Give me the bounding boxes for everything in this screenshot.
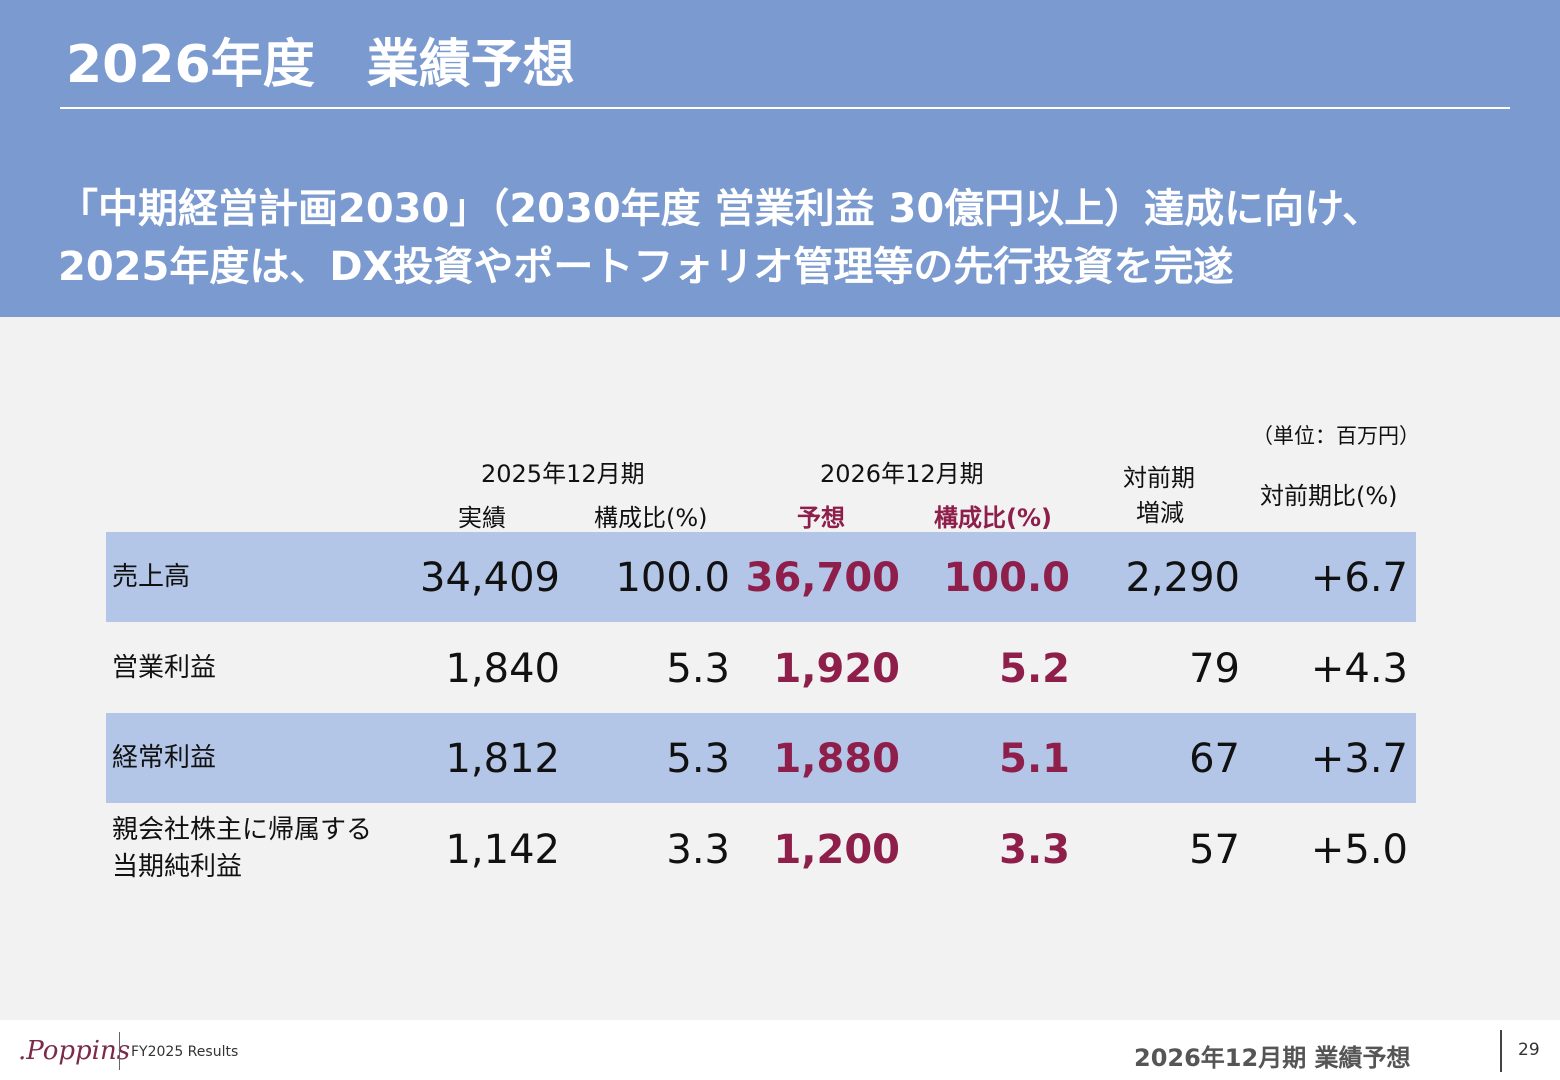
lead-message: 「中期経営計画2030」（2030年度 営業利益 30億円以上）達成に向け、 2… bbox=[58, 180, 1382, 296]
value-change-pct: +3.7 bbox=[1310, 736, 1408, 782]
value-change: 67 bbox=[1189, 736, 1240, 782]
value-ratio-forecast: 5.2 bbox=[999, 646, 1070, 692]
value-change: 57 bbox=[1189, 827, 1240, 873]
col-header-change-line1: 対前期 bbox=[1123, 464, 1195, 492]
col-header-actual: 実績 bbox=[458, 504, 506, 532]
value-forecast: 1,880 bbox=[773, 736, 900, 782]
value-ratio: 5.3 bbox=[666, 646, 730, 692]
value-ratio: 100.0 bbox=[615, 555, 730, 601]
value-change: 79 bbox=[1189, 646, 1240, 692]
title-divider bbox=[60, 107, 1510, 109]
slide-title: 2026年度 業績予想 bbox=[66, 35, 575, 95]
value-ratio: 5.3 bbox=[666, 736, 730, 782]
col-header-forecast: 予想 bbox=[797, 504, 845, 532]
lead-line-2: 2025年度は、DX投資やポートフォリオ管理等の先行投資を完遂 bbox=[58, 244, 1234, 290]
footer-divider bbox=[119, 1032, 120, 1070]
table-row-net-income: 親会社株主に帰属する 当期純利益 1,142 3.3 1,200 3.3 57 … bbox=[106, 804, 1416, 894]
slide-header: 2026年度 業績予想 「中期経営計画2030」（2030年度 営業利益 30億… bbox=[0, 0, 1560, 317]
row-label: 営業利益 bbox=[112, 653, 217, 683]
col-header-change-line2: 増減 bbox=[1136, 499, 1184, 527]
row-label: 売上高 bbox=[112, 562, 191, 592]
col-header-ratio: 構成比(%) bbox=[594, 504, 708, 532]
value-ratio-forecast: 100.0 bbox=[943, 555, 1070, 601]
value-actual: 1,840 bbox=[445, 646, 560, 692]
value-forecast: 36,700 bbox=[745, 555, 900, 601]
period-header-2026: 2026年12月期 bbox=[820, 460, 984, 488]
poppins-logo: .Poppins bbox=[18, 1036, 131, 1066]
unit-note: （単位：百万円） bbox=[1252, 424, 1420, 448]
value-actual: 34,409 bbox=[420, 555, 560, 601]
row-label-line1: 親会社株主に帰属する bbox=[112, 815, 373, 845]
value-ratio-forecast: 5.1 bbox=[999, 736, 1070, 782]
slide-footer: .Poppins FY2025 Results 2026年12月期 業績予想 2… bbox=[0, 1020, 1560, 1080]
footer-section-title: 2026年12月期 業績予想 bbox=[1134, 1044, 1411, 1072]
page-number: 29 bbox=[1518, 1040, 1540, 1060]
value-actual: 1,142 bbox=[445, 827, 560, 873]
row-label-line2: 当期純利益 bbox=[112, 852, 243, 882]
col-header-ratio-forecast: 構成比(%) bbox=[934, 504, 1052, 532]
value-change: 2,290 bbox=[1125, 555, 1240, 601]
value-ratio-forecast: 3.3 bbox=[999, 827, 1070, 873]
value-change-pct: +4.3 bbox=[1310, 646, 1408, 692]
report-label: FY2025 Results bbox=[131, 1044, 239, 1060]
value-change-pct: +6.7 bbox=[1310, 555, 1408, 601]
table-row-ordinary-income: 経常利益 1,812 5.3 1,880 5.1 67 +3.7 bbox=[106, 713, 1416, 803]
value-change-pct: +5.0 bbox=[1310, 827, 1408, 873]
value-forecast: 1,200 bbox=[773, 827, 900, 873]
period-header-2025: 2025年12月期 bbox=[481, 460, 645, 488]
lead-line-1: 「中期経営計画2030」（2030年度 営業利益 30億円以上）達成に向け、 bbox=[58, 186, 1383, 232]
table-row-operating-income: 営業利益 1,840 5.3 1,920 5.2 79 +4.3 bbox=[106, 623, 1416, 713]
row-label: 経常利益 bbox=[112, 743, 217, 773]
value-ratio: 3.3 bbox=[666, 827, 730, 873]
value-forecast: 1,920 bbox=[773, 646, 900, 692]
col-header-change-pct: 対前期比(%) bbox=[1260, 482, 1398, 510]
table-row-sales: 売上高 34,409 100.0 36,700 100.0 2,290 +6.7 bbox=[106, 532, 1416, 622]
row-label: 親会社株主に帰属する 当期純利益 bbox=[112, 812, 372, 886]
value-actual: 1,812 bbox=[445, 736, 560, 782]
page-number-divider bbox=[1500, 1030, 1502, 1072]
